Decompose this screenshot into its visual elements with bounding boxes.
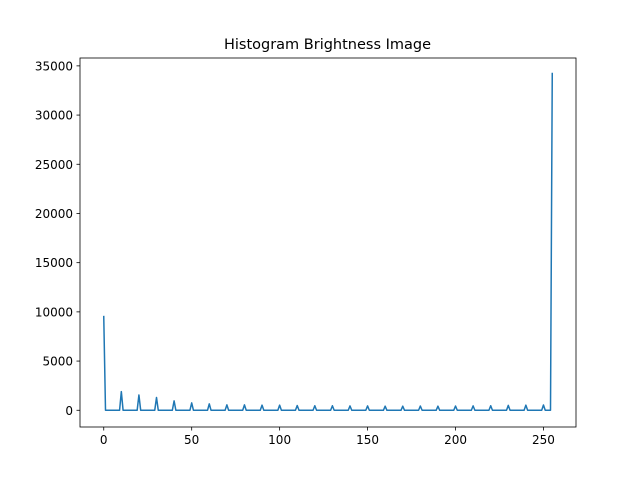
y-tick-label: 20000: [35, 207, 73, 221]
x-tick-label: 200: [444, 433, 467, 447]
y-tick-label: 5000: [42, 355, 73, 369]
x-tick-label: 0: [100, 433, 108, 447]
y-tick-label: 15000: [35, 256, 73, 270]
x-tick-label: 50: [184, 433, 199, 447]
x-tick-label: 150: [356, 433, 379, 447]
x-tick-label: 100: [268, 433, 291, 447]
y-tick-label: 25000: [35, 158, 73, 172]
x-tick-label: 250: [532, 433, 555, 447]
series-line: [102, 72, 554, 412]
plot-area: [102, 72, 554, 412]
y-tick-label: 30000: [35, 109, 73, 123]
y-tick-label: 10000: [35, 305, 73, 319]
y-tick-label: 35000: [35, 59, 73, 73]
y-tick-label: 0: [65, 404, 73, 418]
chart-title: Histogram Brightness Image: [224, 37, 431, 53]
axes: 0 50 100 150 200 250 0 5000 10000 15000 20000 25000…: [35, 57, 577, 447]
axes-frame: [79, 57, 577, 428]
